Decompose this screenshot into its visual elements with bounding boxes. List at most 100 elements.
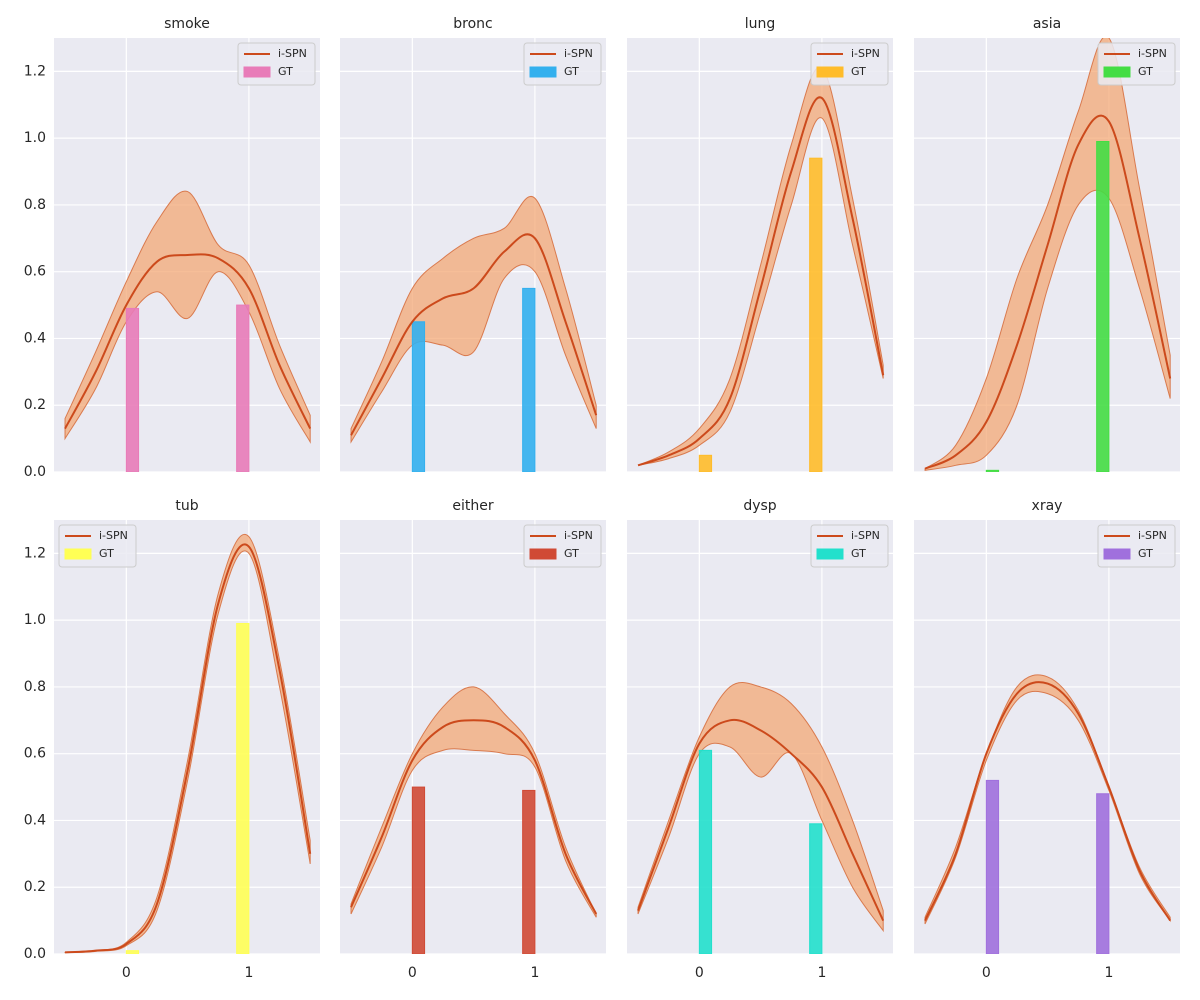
subplot: 0 1 either i-SPN GT [340,498,606,981]
gt-bar [985,779,1000,954]
gt-bar [985,469,1000,472]
subplot-title: tub [175,498,198,514]
subplot: asia i-SPN GT [914,16,1180,473]
y-tick-label: 0.0 [24,946,46,962]
y-tick-label: 1.0 [24,612,46,628]
y-tick-label: 0.4 [24,330,46,346]
subplot-title: dysp [743,498,776,514]
x-tick-label: 1 [1104,965,1113,981]
x-tick-label: 0 [982,965,991,981]
legend-patch [529,548,557,560]
subplot: 0 1 xray i-SPN GT [914,498,1180,981]
legend: i-SPN GT [810,524,889,568]
subplot-title: lung [745,16,776,32]
x-tick-label: 0 [695,965,704,981]
legend-label: i-SPN [564,529,593,542]
gt-bar [125,950,140,954]
confidence-band [64,190,311,444]
y-tick-label: 0.6 [24,264,46,280]
legend: i-SPN GT [523,524,602,568]
legend-patch [529,66,557,78]
legend-label: i-SPN [851,47,880,60]
legend-label: i-SPN [564,47,593,60]
subplot-title: asia [1033,16,1061,32]
legend-label: GT [851,547,866,560]
confidence-band [637,66,884,466]
legend-label: GT [851,65,866,78]
y-tick-label: 0.6 [24,746,46,762]
y-tick-label: 0.2 [24,397,46,413]
legend-label: i-SPN [1138,47,1167,60]
subplot-title: either [452,498,493,514]
plot-background [54,520,320,954]
legend-label: GT [564,65,579,78]
legend-label: i-SPN [278,47,307,60]
gt-bar [125,307,140,472]
legend: i-SPN GT [237,42,316,86]
legend-patch [816,66,844,78]
y-tick-label: 1.2 [24,545,46,561]
mean-line [924,114,1172,470]
y-tick-label: 0.2 [24,879,46,895]
legend-label: GT [564,547,579,560]
x-tick-label: 1 [817,965,826,981]
subplot: 0 1 dysp i-SPN GT [627,498,893,981]
plot-background [914,520,1180,954]
legend-patch [64,548,92,560]
confidence-band [350,195,597,444]
legend-label: GT [278,65,293,78]
x-tick-label: 1 [530,965,539,981]
y-tick-label: 1.0 [24,130,46,146]
legend: i-SPN GT [1097,42,1176,86]
y-tick-label: 1.2 [24,63,46,79]
mean-line [924,681,1172,922]
mean-line [637,718,885,922]
legend-patch [243,66,271,78]
confidence-band [64,534,311,954]
gt-bar [236,622,250,954]
legend-patch [1103,548,1131,560]
subplot-title: xray [1032,498,1063,514]
mean-line [350,233,598,436]
legend-label: i-SPN [851,529,880,542]
gt-bar [411,321,426,472]
gt-bar [522,789,536,954]
gt-bar [809,157,823,472]
legend-patch [1103,66,1131,78]
y-tick-label: 0.0 [24,464,46,480]
legend-label: i-SPN [99,529,128,542]
gt-bar [1096,793,1110,954]
legend: i-SPN GT [810,42,889,86]
gt-bar [236,304,250,472]
gt-bar [809,823,823,954]
mean-line [637,96,885,467]
mean-line [350,719,598,915]
gt-bar [698,749,713,954]
y-tick-label: 0.4 [24,812,46,828]
subplot-title: smoke [164,16,210,32]
confidence-band [350,686,597,918]
legend-patch [816,548,844,560]
legend: i-SPN GT [58,524,137,568]
legend-label: GT [1138,547,1153,560]
subplot: lung i-SPN GT [627,16,893,473]
y-tick-label: 0.8 [24,197,46,213]
subplot: 0.0 0.2 0.4 0.6 0.8 1.0 1.2 0 1 tub i-SPN GT [24,498,320,981]
gt-bar [698,454,713,472]
legend-label: GT [1138,65,1153,78]
x-tick-label: 0 [408,965,417,981]
x-tick-label: 1 [244,965,253,981]
y-tick-label: 0.8 [24,679,46,695]
subplot-title: bronc [453,16,492,32]
subplot: 0.0 0.2 0.4 0.6 0.8 1.0 1.2 smoke i-SPN GT [24,16,320,480]
gt-bar [522,287,536,472]
plot-background [627,38,893,472]
gt-bar [1096,140,1110,472]
legend-label: i-SPN [1138,529,1167,542]
mean-line [64,253,312,430]
legend: i-SPN GT [1097,524,1176,568]
subplot: bronc i-SPN GT [340,16,606,473]
gt-bar [411,786,426,954]
legend-label: GT [99,547,114,560]
